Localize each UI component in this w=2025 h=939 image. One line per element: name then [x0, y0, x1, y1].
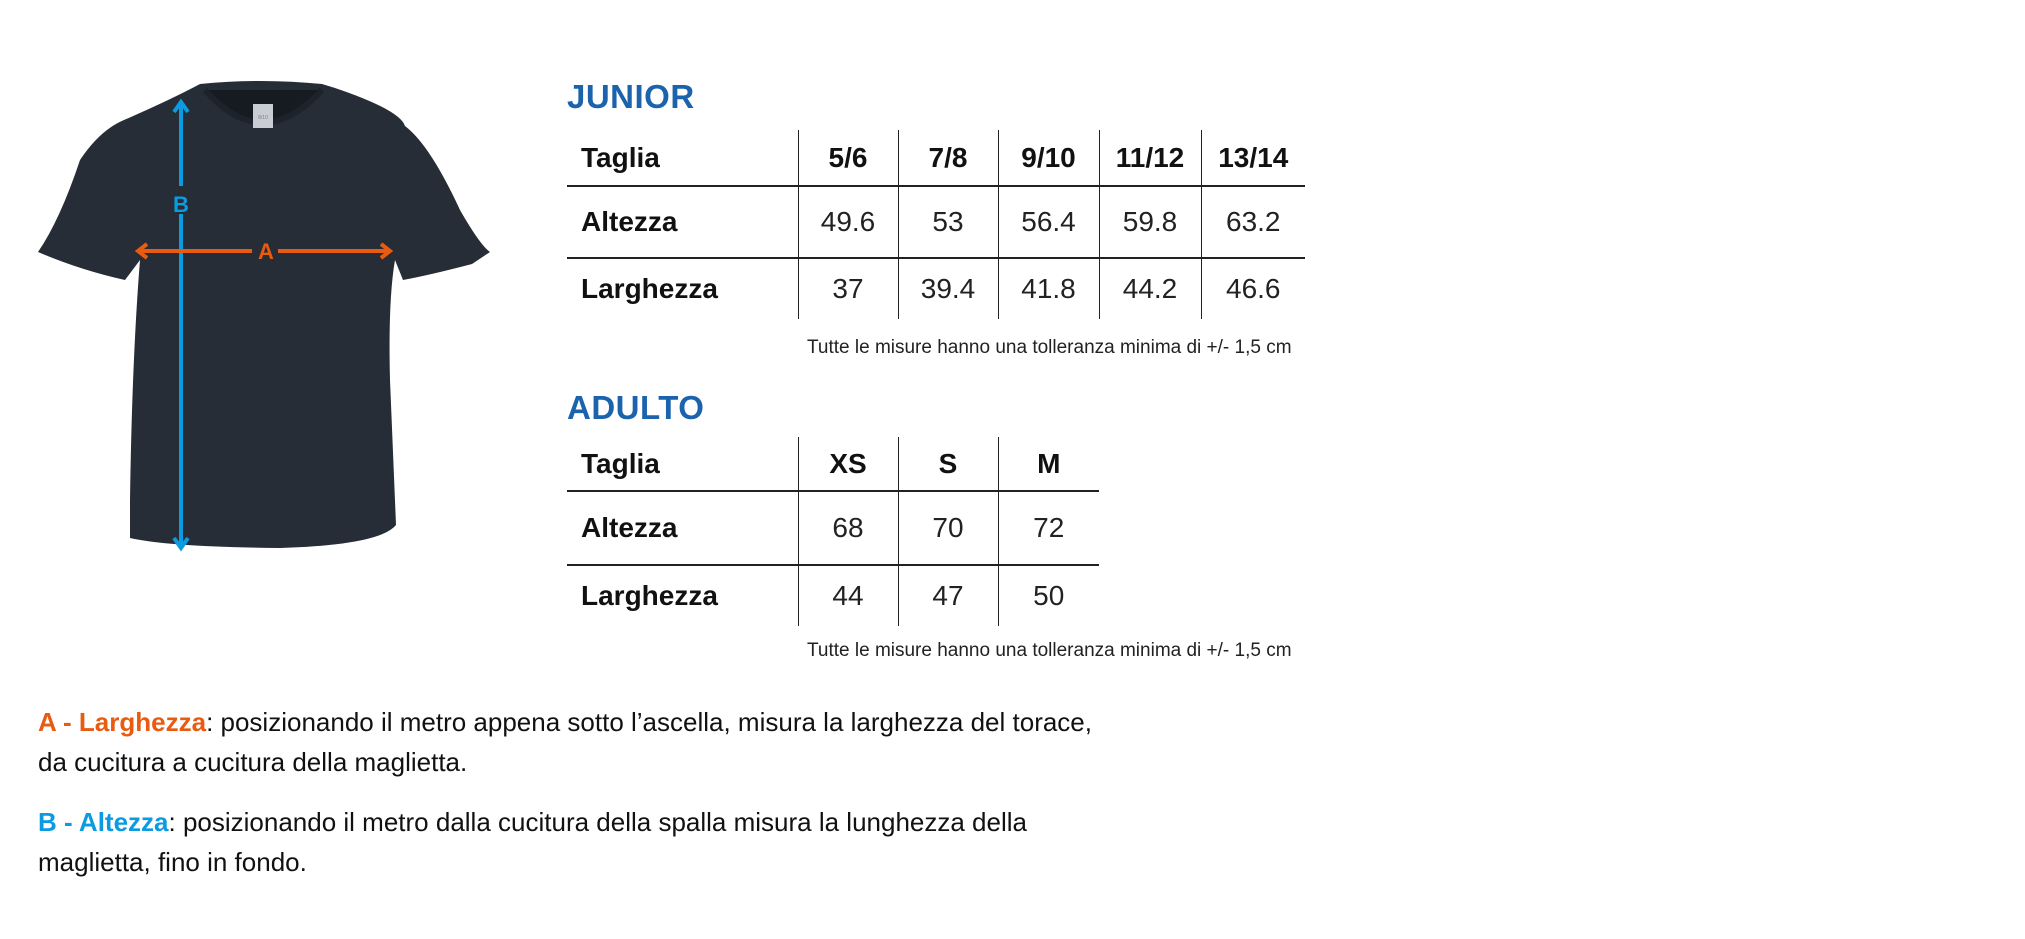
- row-label: Larghezza: [567, 564, 798, 626]
- table-cell: 37: [797, 257, 898, 319]
- table-cell: 56.4: [997, 185, 1099, 258]
- adulto-size-table: Taglia XS S M Altezza 68 70 72 Larghezza…: [567, 437, 1099, 626]
- adulto-title: ADULTO: [567, 389, 705, 426]
- table-header-row: Taglia 5/6 7/8 9/10 11/12 13/14: [567, 130, 1305, 186]
- table-cell: 44.2: [1098, 257, 1201, 319]
- table-cell: 50: [997, 564, 1099, 626]
- header-cell: 7/8: [897, 130, 998, 186]
- junior-size-table: Taglia 5/6 7/8 9/10 11/12 13/14 Altezza …: [567, 130, 1305, 319]
- header-cell: Taglia: [581, 447, 660, 479]
- header-cell: Taglia: [581, 141, 660, 173]
- tshirt-image: [38, 81, 490, 548]
- description-a-text-line2: da cucitura a cucitura della maglietta.: [38, 747, 468, 777]
- description-a: A - Larghezza: posizionando il metro app…: [38, 702, 1092, 782]
- header-cell: 13/14: [1200, 130, 1305, 186]
- description-a-text: : posizionando il metro appena sotto l’a…: [206, 707, 1092, 737]
- table-cell: 47: [897, 564, 998, 626]
- table-cell: 46.6: [1200, 257, 1305, 319]
- measure-a-label: A: [258, 239, 274, 264]
- header-cell: S: [897, 437, 998, 491]
- description-b-text: : posizionando il metro dalla cucitura d…: [168, 807, 1027, 837]
- tshirt-tag: [253, 104, 273, 128]
- table-cell: 49.6: [797, 185, 898, 258]
- table-cell: 63.2: [1200, 185, 1305, 258]
- table-row: Larghezza 44 47 50: [567, 564, 1099, 626]
- junior-title: JUNIOR: [567, 78, 695, 115]
- header-cell: M: [997, 437, 1099, 491]
- row-label: Altezza: [567, 185, 798, 258]
- table-cell: 53: [897, 185, 998, 258]
- table-header-row: Taglia XS S M: [567, 437, 1099, 491]
- row-label: Altezza: [567, 490, 798, 565]
- junior-tolerance-note: Tutte le misure hanno una tolleranza min…: [807, 337, 1292, 358]
- description-b-label: B - Altezza: [38, 807, 169, 837]
- measure-a-arrow: [134, 242, 394, 260]
- table-cell: 70: [897, 490, 998, 565]
- table-cell: 44: [797, 564, 898, 626]
- adulto-tolerance-note: Tutte le misure hanno una tolleranza min…: [807, 640, 1292, 661]
- description-a-label: A - Larghezza: [38, 707, 207, 737]
- table-cell: 39.4: [897, 257, 998, 319]
- table-cell: 59.8: [1098, 185, 1201, 258]
- description-b-text-line2: maglietta, fino in fondo.: [38, 847, 307, 877]
- row-label: Larghezza: [567, 257, 798, 319]
- header-cell: 11/12: [1098, 130, 1201, 186]
- tshirt-tag-text: 8/10: [258, 115, 268, 121]
- tshirt-measurement-diagram: 8/10 B A: [38, 81, 490, 552]
- header-cell: 5/6: [797, 130, 898, 186]
- measure-b-arrow: [172, 98, 190, 552]
- table-cell: 41.8: [997, 257, 1099, 319]
- table-cell: 72: [997, 490, 1099, 565]
- description-b: B - Altezza: posizionando il metro dalla…: [38, 802, 1027, 882]
- measure-b-label: B: [173, 192, 189, 217]
- table-cell: 68: [797, 490, 898, 565]
- table-row: Altezza 49.6 53 56.4 59.8 63.2: [567, 185, 1305, 258]
- table-row: Larghezza 37 39.4 41.8 44.2 46.6: [567, 257, 1305, 319]
- table-row: Altezza 68 70 72: [567, 490, 1099, 565]
- header-cell: XS: [797, 437, 898, 491]
- header-cell: 9/10: [997, 130, 1099, 186]
